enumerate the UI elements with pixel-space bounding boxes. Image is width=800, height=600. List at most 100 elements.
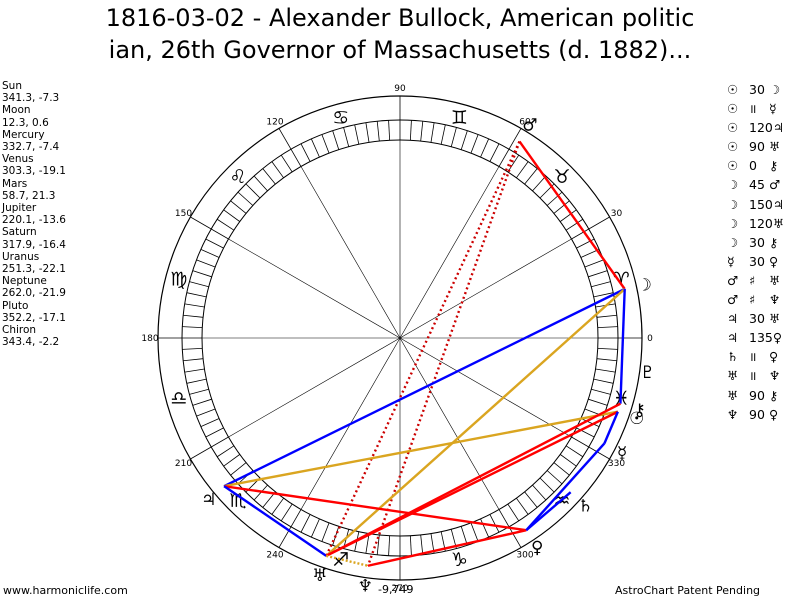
degree-tick [571,228,589,240]
aspect-line-jupiter-venus [223,484,527,532]
degree-tick [280,503,293,522]
degree-tick [539,477,555,493]
mars-icon: ♂ [522,115,537,135]
aspect-row: ♅ ॥ ♆ [727,366,784,385]
planet-coords-neptune: 262.0, -21.9 [2,287,66,300]
aspect-row: ☿ 30 ♀ [727,252,784,271]
extra-value-label: -9,749 [378,583,413,596]
aspect-angle: 120 [749,120,773,136]
degree-tick [183,358,204,362]
degree-tick [409,120,412,141]
aspect-line-saturn-venus [525,491,572,532]
planet-coords-mercury: 332.7, -7.4 [2,141,60,154]
degree-tick [565,218,584,231]
aspect-angle: 30 [749,234,765,250]
aspect-row: ☽ 45 ♂ [727,175,784,194]
aspect-row: ☉ ॥ ☿ [727,99,784,118]
planet-coords-jupiter: 220.1, -13.6 [2,214,66,227]
aspect-planet-2-icon: ♃ [772,196,785,212]
sun-icon: ☉ [629,409,644,429]
aspect-line-moon-uranus [325,288,626,557]
zodiac-sign-icon: ♏ [230,490,247,512]
degree-tick [591,388,611,395]
degree-tick [182,347,203,350]
degree-tick [223,209,241,222]
aspect-angle: 90 [749,406,765,422]
degree-tick [200,248,220,258]
degree-tick [321,522,330,542]
aspect-row: ☉ 0 ⚷ [727,156,784,175]
aspect-planet-2-icon: ♀ [769,349,779,365]
degree-label-150: 150 [175,209,192,219]
aspect-angle: 150 [749,196,773,212]
aspect-planet-1-icon: ♅ [727,387,739,403]
aspect-row: ☉ 120 ♃ [727,118,784,137]
planet-coords-sun: 341.3, -7.3 [2,92,60,105]
aspect-angle: ॥ [749,368,757,384]
aspect-line-mars-uranus [325,140,521,557]
degree-tick [211,436,229,448]
title-line-2: ian, 26th Governor of Massachusetts (d. … [108,36,692,64]
planet-name-mercury: Mercury [2,128,45,141]
zodiac-sign-icon: ♎ [170,387,187,409]
degree-tick [470,134,479,154]
aspect-planet-1-icon: ☽ [727,215,739,231]
degree-tick [489,514,500,533]
degree-label-330: 330 [608,459,625,469]
degree-tick [200,418,220,428]
aspect-planet-1-icon: ♃ [727,311,739,327]
neptune-icon: ♆ [358,577,373,597]
aspect-line-uranus-neptune [325,554,369,567]
aspect-planet-2-icon: ☽ [769,82,781,97]
aspect-row: ♆ 90 ♀ [727,405,784,424]
aspect-row: ♂ ♯ ♆ [727,290,784,309]
degree-tick [290,149,302,167]
degree-major-tick [190,216,212,230]
spoke-line [399,238,572,339]
degree-tick [460,526,468,546]
degree-tick [596,358,617,362]
spoke-line [300,166,401,339]
degree-tick [271,497,284,515]
aspect-planet-2-icon: ♀ [769,253,779,269]
degree-tick [591,281,611,288]
degree-major-tick [508,128,522,150]
degree-tick [211,228,229,240]
zodiac-sign-icon: ♈ [613,269,630,291]
degree-tick [596,314,617,318]
saturn-icon: ♄ [578,497,593,517]
degree-label-90: 90 [394,84,406,94]
chart-title: 1816-03-02 - Alexander Bullock, American… [0,2,800,66]
planet-name-mars: Mars [2,177,28,190]
planet-name-venus: Venus [2,153,34,166]
aspect-planet-1-icon: ☽ [727,196,739,212]
zodiac-sign-icon: ♍ [170,269,187,291]
zodiac-sign-icon: ♋ [332,107,349,129]
aspect-line-moon-jupiter [223,287,626,488]
degree-tick [565,445,584,458]
degree-tick [245,183,261,199]
planet-name-uranus: Uranus [2,250,40,263]
degree-tick [588,270,608,278]
aspect-planet-1-icon: ♄ [727,349,739,365]
aspect-angle: 45 [749,177,765,193]
aspect-planet-2-icon: ♅ [769,272,781,288]
aspect-row: ☽ 30 ⚷ [727,233,784,252]
degree-label-120: 120 [266,117,283,127]
footer-website: www.harmoniclife.com [3,584,128,597]
degree-tick [205,427,224,438]
degree-tick [593,378,614,384]
aspect-planet-1-icon: ☽ [727,234,739,250]
aspect-row: ☉ 90 ♅ [727,137,784,156]
degree-tick [271,161,284,179]
degree-tick [440,124,446,145]
degree-tick [480,138,490,158]
degree-tick [420,534,424,555]
degree-tick [290,509,302,527]
degree-tick [498,149,510,167]
aspect-planet-1-icon: ♅ [727,368,739,384]
footer-patent-notice: AstroChart Patent Pending [615,584,761,597]
aspect-angle: 30 [749,253,765,269]
planet-name-sun: Sun [2,80,22,92]
